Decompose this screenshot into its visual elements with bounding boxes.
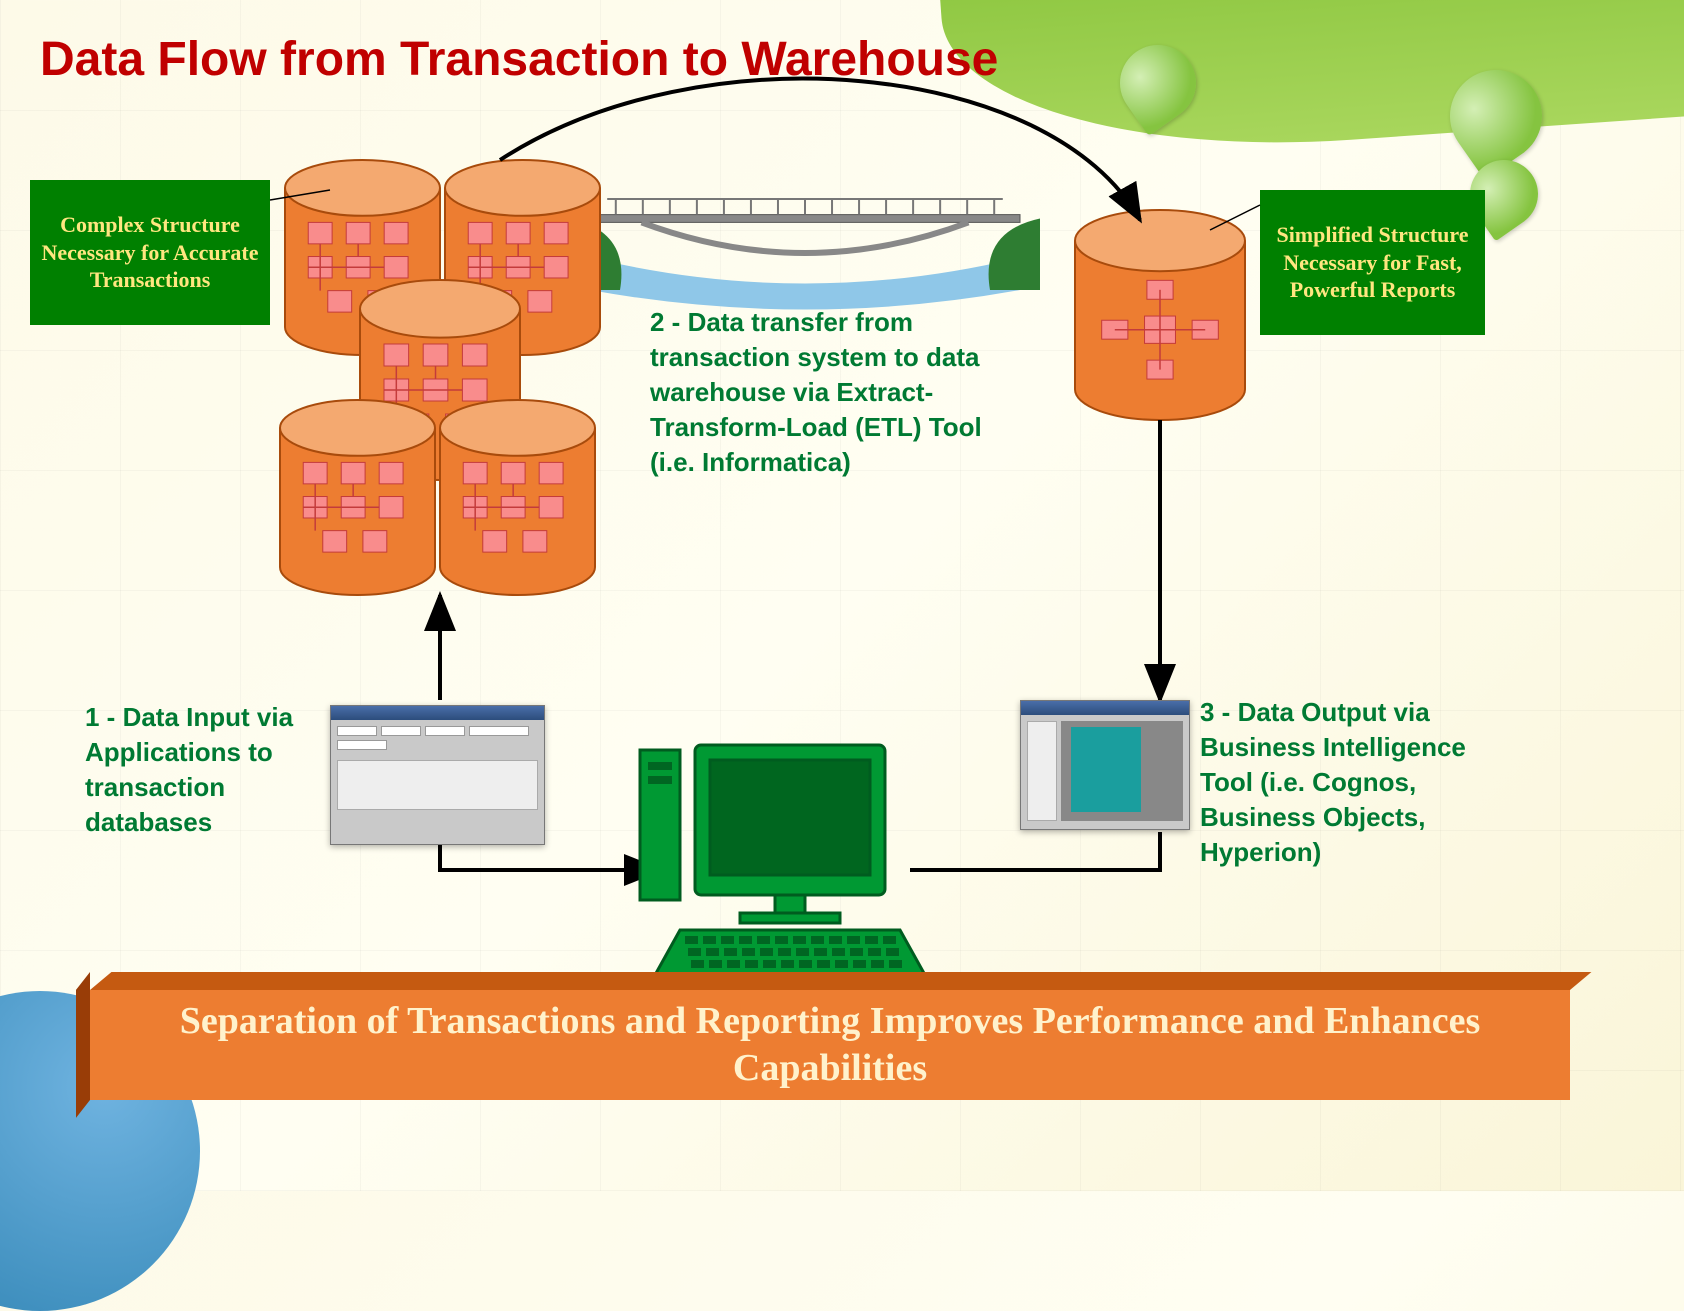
callout-simplified-structure: Simplified Structure Necessary for Fast,…: [1260, 190, 1485, 335]
callout-right-text: Simplified Structure Necessary for Fast,…: [1268, 221, 1477, 304]
summary-banner: Separation of Transactions and Reporting…: [90, 990, 1570, 1100]
app-screenshot-output: [1020, 700, 1190, 830]
step-3-label: 3 - Data Output via Business Intelligenc…: [1200, 695, 1520, 870]
callout-left-text: Complex Structure Necessary for Accurate…: [38, 211, 262, 294]
step-2-label: 2 - Data transfer from transaction syste…: [650, 305, 990, 480]
app-screenshot-input: [330, 705, 545, 845]
page-title: Data Flow from Transaction to Warehouse: [40, 32, 998, 87]
banner-text: Separation of Transactions and Reporting…: [130, 998, 1530, 1093]
step-1-label: 1 - Data Input via Applications to trans…: [85, 700, 355, 840]
callout-complex-structure: Complex Structure Necessary for Accurate…: [30, 180, 270, 325]
